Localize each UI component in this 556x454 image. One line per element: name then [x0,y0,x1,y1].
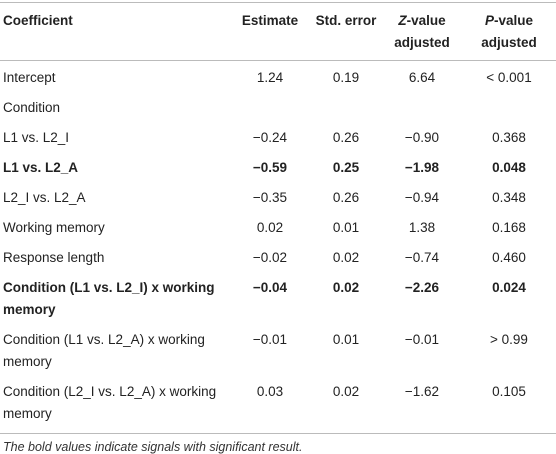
cell: −0.59 [252,160,288,175]
row-label: L1 vs. L2_A [3,160,79,175]
row-label: Condition (L2_I vs. L2_A) x working memo… [0,377,230,434]
header-cell: Coefficient [0,2,230,61]
header-text: -value adjusted [481,13,537,50]
row-label: Intercept [3,70,56,85]
cell: −0.74 [404,250,440,265]
cell: 0.02 [332,280,360,295]
cell: 0.26 [332,130,360,145]
cell: 0.25 [332,160,360,175]
header-text: -value adjusted [394,13,450,50]
footnote: The bold values indicate signals with si… [3,440,303,454]
table-row: Working memory 0.02 0.01 1.38 0.168 [0,213,556,243]
table-row: Condition (L1 vs. L2_I) x working memory… [0,273,556,325]
header-italic: Z [398,13,407,28]
cell: 0.02 [332,250,360,265]
table-row: Condition (L2_I vs. L2_A) x working memo… [0,377,556,434]
cell: −2.26 [404,280,440,295]
row-label: L2_I vs. L2_A [3,190,86,205]
row-label: Condition (L1 vs. L2_I) x working memory [3,280,215,317]
cell: −0.24 [252,130,288,145]
header-cell: Std. error [310,2,382,61]
row-label: Condition (L1 vs. L2_A) x working memory [3,332,205,369]
cell: 0.03 [230,377,310,434]
table-row: Intercept 1.24 0.19 6.64 < 0.001 [0,61,556,94]
header-cell: Z-value adjusted [382,2,462,61]
header-text: Estimate [241,13,299,28]
cell: 1.24 [256,70,284,85]
table-row: L2_I vs. L2_A −0.35 0.26 −0.94 0.348 [0,183,556,213]
cell: 0.02 [310,377,382,434]
cell: 0.01 [332,332,360,347]
cell: 1.38 [408,220,436,235]
cell: −0.04 [252,280,288,295]
cell: −1.62 [382,377,462,434]
header-cell: Estimate [230,2,310,61]
cell: 0.024 [492,280,526,295]
cell: > 0.99 [490,332,528,347]
table-row: Response length −0.02 0.02 −0.74 0.460 [0,243,556,273]
cell: −0.02 [252,250,288,265]
cell: −0.01 [252,332,288,347]
table-row: Condition (L1 vs. L2_A) x working memory… [0,325,556,377]
header-italic: P [484,13,494,28]
cell: 0.348 [492,190,526,205]
cell: −0.01 [404,332,440,347]
row-label: Condition [3,100,61,115]
cell: 0.26 [332,190,360,205]
cell: 0.19 [332,70,360,85]
cell: −1.98 [404,160,440,175]
cell: 0.105 [462,377,556,434]
header-text: Coefficient [3,13,73,28]
row-label: L1 vs. L2_I [3,130,70,145]
header-text: Std. error [315,13,377,28]
table-row: L1 vs. L2_A −0.59 0.25 −1.98 0.048 [0,153,556,183]
cell: 0.02 [256,220,284,235]
cell: 6.64 [408,70,436,85]
table-row: Condition [0,93,556,123]
row-label: Working memory [3,220,105,235]
cell: 0.048 [492,160,526,175]
cell: 0.01 [332,220,360,235]
header-cell: P-value adjusted [462,2,556,61]
header-row: Coefficient Estimate Std. error Z-value adj… [0,2,556,61]
row-label: Response length [3,250,105,265]
table-row: L1 vs. L2_I −0.24 0.26 −0.90 0.368 [0,123,556,153]
table-body: Intercept 1.24 0.19 6.64 < 0.001 Condition L1 … [0,61,556,434]
cell: −0.35 [252,190,288,205]
cell: −0.90 [404,130,440,145]
cell: −0.94 [404,190,440,205]
cell: 0.460 [492,250,526,265]
cell: 0.168 [492,220,526,235]
cell: 0.368 [492,130,526,145]
cell: < 0.001 [486,70,532,85]
results-table: Coefficient Estimate Std. error Z-value adj… [0,2,556,434]
